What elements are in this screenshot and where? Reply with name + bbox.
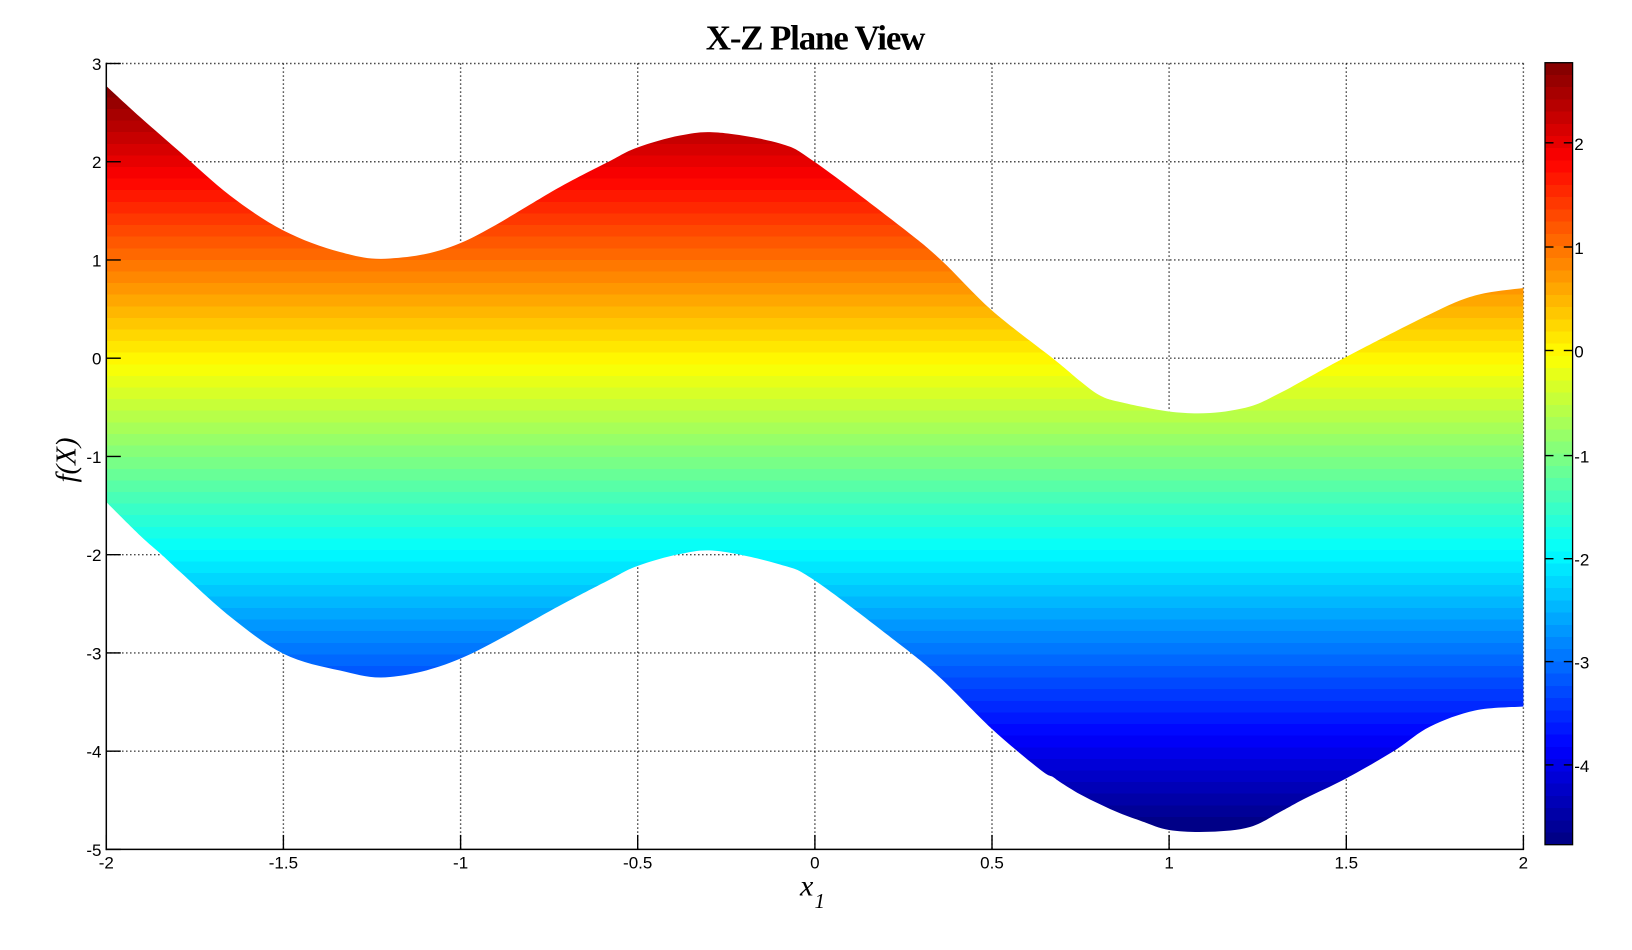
svg-text:-3: -3	[1574, 654, 1589, 673]
svg-text:f(X): f(X)	[51, 437, 83, 482]
svg-text:1: 1	[815, 889, 826, 913]
svg-text:2: 2	[1519, 854, 1528, 873]
svg-text:-1: -1	[453, 854, 468, 873]
svg-text:0.5: 0.5	[980, 854, 1004, 873]
svg-text:1: 1	[92, 252, 101, 271]
svg-text:1: 1	[1164, 854, 1173, 873]
svg-text:3: 3	[92, 55, 101, 74]
svg-text:0: 0	[92, 350, 101, 369]
svg-text:-2: -2	[1574, 551, 1589, 570]
svg-text:2: 2	[1574, 135, 1583, 154]
svg-text:-4: -4	[86, 743, 101, 762]
svg-text:-5: -5	[86, 841, 101, 860]
svg-text:-2: -2	[86, 546, 101, 565]
svg-text:0: 0	[1574, 343, 1583, 362]
svg-text:x: x	[799, 870, 814, 903]
svg-text:1: 1	[1574, 239, 1583, 258]
svg-text:-3: -3	[86, 644, 101, 663]
svg-text:1.5: 1.5	[1334, 854, 1358, 873]
svg-text:-4: -4	[1574, 757, 1589, 776]
svg-text:X-Z Plane View: X-Z Plane View	[706, 19, 926, 58]
svg-text:2: 2	[92, 153, 101, 172]
svg-text:-1: -1	[1574, 448, 1589, 467]
svg-text:0: 0	[810, 854, 819, 873]
svg-text:-0.5: -0.5	[623, 854, 652, 873]
svg-text:-2: -2	[99, 854, 114, 873]
svg-text:-1: -1	[86, 448, 101, 467]
svg-text:-1.5: -1.5	[269, 854, 298, 873]
